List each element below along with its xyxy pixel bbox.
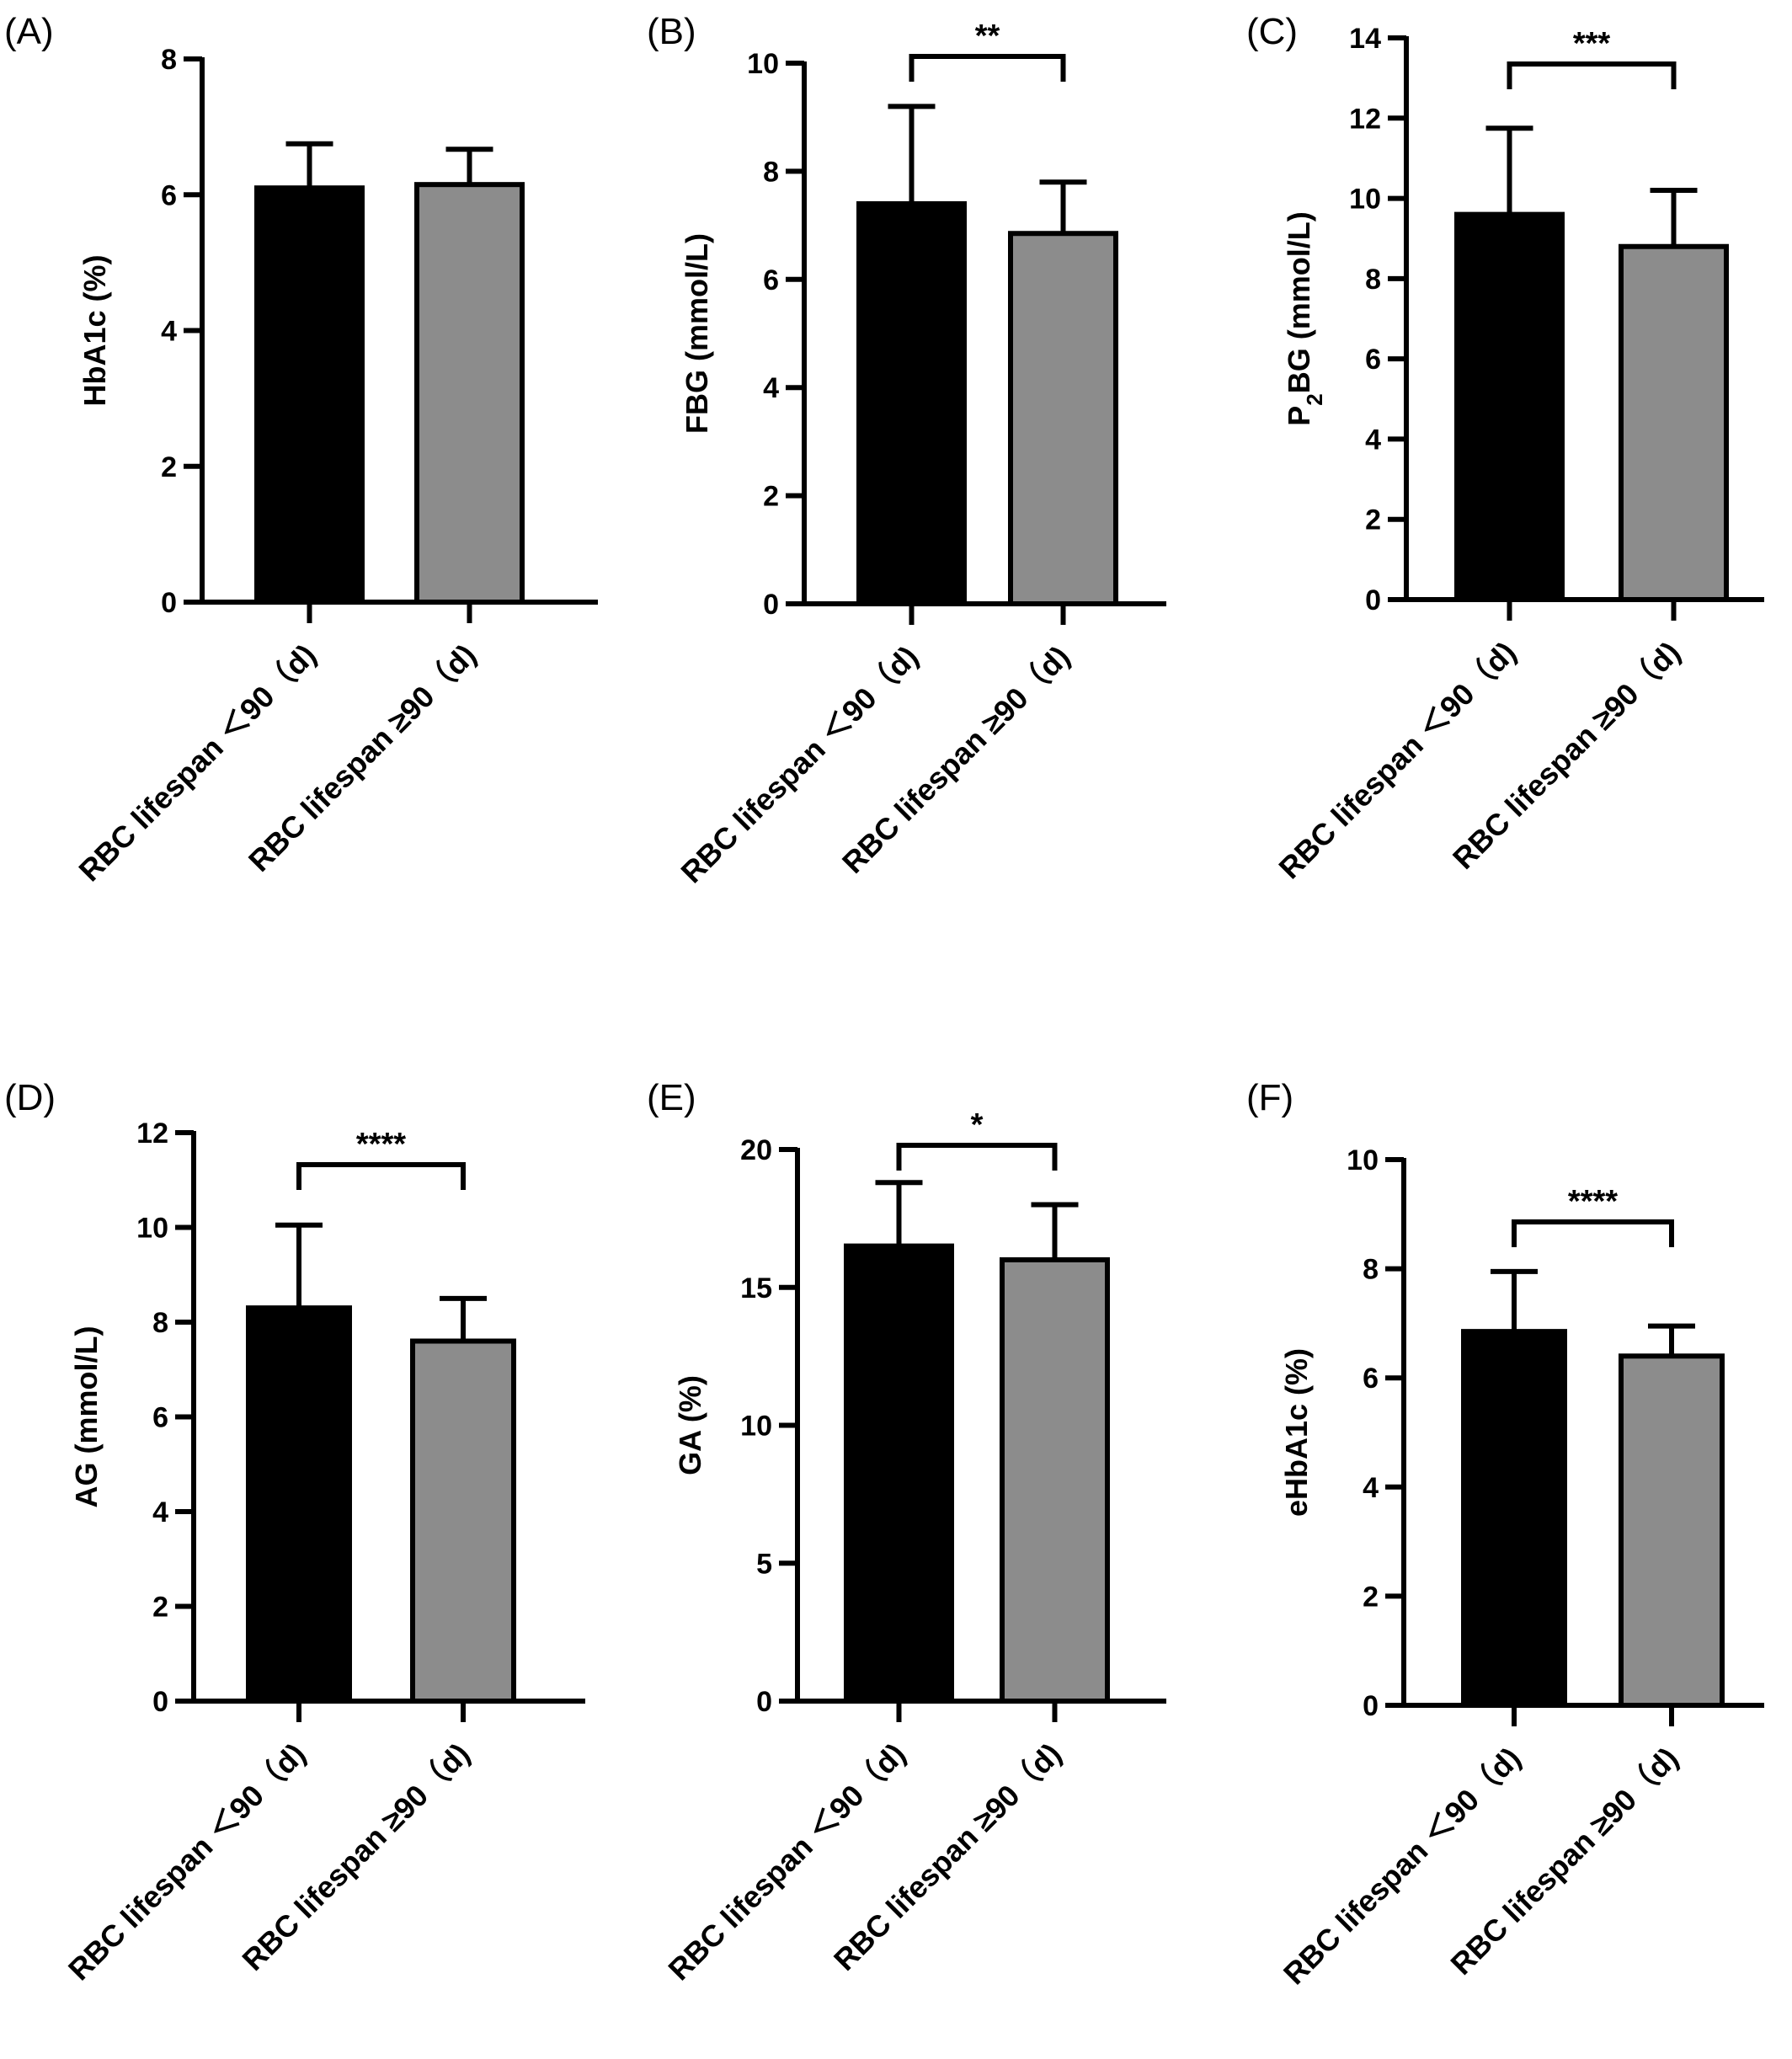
y-tick-label-c-4: 8	[1365, 264, 1381, 296]
significance-label-c: ***	[1573, 26, 1611, 61]
y-tick-label-a-2: 4	[161, 316, 177, 348]
panel-letter-d: (D)	[4, 1077, 56, 1118]
y-tick-label-b-5: 10	[747, 48, 779, 80]
y-tick-label-d-1: 2	[152, 1592, 168, 1624]
y-tick-label-e-2: 10	[740, 1411, 772, 1443]
y-tick-label-f-0: 0	[1363, 1690, 1379, 1722]
y-tick-label-d-5: 10	[136, 1213, 168, 1245]
y-tick-label-c-7: 14	[1349, 23, 1381, 55]
y-tick-label-e-4: 20	[740, 1134, 772, 1166]
significance-bracket-e	[896, 1143, 1058, 1171]
y-tick-label-f-2: 4	[1363, 1472, 1379, 1504]
panel-letter-a: (A)	[4, 11, 54, 52]
bar-c-1	[1619, 243, 1729, 602]
y-tick-label-e-0: 0	[756, 1686, 772, 1718]
y-tick-label-a-4: 8	[161, 44, 177, 76]
y-tick-label-c-1: 2	[1365, 504, 1381, 536]
y-tick-label-b-1: 2	[763, 481, 779, 513]
y-tick-label-b-4: 8	[763, 156, 779, 188]
significance-label-b: **	[975, 19, 1000, 54]
panel-letter-c: (C)	[1246, 11, 1298, 52]
y-tick-label-e-3: 15	[740, 1272, 772, 1304]
y-tick-label-d-0: 0	[152, 1686, 168, 1718]
significance-bracket-c	[1507, 61, 1677, 89]
significance-label-d: ****	[356, 1127, 406, 1162]
y-tick-label-f-3: 6	[1363, 1363, 1379, 1395]
y-tick-label-d-6: 12	[136, 1118, 168, 1150]
bar-b-0	[856, 200, 967, 606]
y-tick-label-d-4: 8	[152, 1307, 168, 1339]
bar-e-1	[1000, 1257, 1110, 1704]
bar-a-0	[254, 185, 365, 605]
y-tick-label-b-3: 6	[763, 264, 779, 296]
y-tick-label-a-0: 0	[161, 587, 177, 619]
y-tick-label-c-2: 4	[1365, 424, 1381, 456]
y-tick-label-b-2: 4	[763, 372, 779, 404]
bar-e-0	[844, 1243, 954, 1704]
y-tick-label-f-1: 2	[1363, 1581, 1379, 1613]
y-tick-label-c-5: 10	[1349, 184, 1381, 216]
y-tick-label-c-3: 6	[1365, 344, 1381, 376]
y-axis-label-b: FBG (mmol/L)	[680, 233, 714, 434]
significance-bracket-d	[296, 1162, 466, 1190]
y-axis-label-a: HbA1c (%)	[77, 254, 112, 406]
y-tick-label-a-3: 6	[161, 179, 177, 211]
y-axis-label-e: GA (%)	[673, 1375, 707, 1475]
y-tick-label-b-0: 0	[763, 589, 779, 621]
bar-b-1	[1008, 231, 1118, 606]
y-tick-label-d-2: 4	[152, 1496, 168, 1528]
bar-f-0	[1461, 1329, 1567, 1708]
y-tick-label-d-3: 6	[152, 1402, 168, 1434]
y-axis-label-d: AG (mmol/L)	[69, 1326, 104, 1508]
y-tick-label-c-6: 12	[1349, 103, 1381, 135]
bar-c-0	[1454, 211, 1565, 602]
bar-f-1	[1619, 1353, 1725, 1709]
y-tick-label-c-0: 0	[1365, 584, 1381, 616]
significance-bracket-b	[909, 54, 1066, 82]
panel-letter-b: (B)	[647, 11, 696, 52]
y-tick-label-f-5: 10	[1347, 1144, 1379, 1176]
significance-label-e: *	[971, 1107, 984, 1143]
y-axis-label-c: P2BG (mmol/L)	[1282, 211, 1327, 425]
panel-letter-f: (F)	[1246, 1077, 1293, 1118]
y-tick-label-e-1: 5	[756, 1548, 772, 1580]
y-axis-label-f: eHbA1c (%)	[1279, 1348, 1314, 1517]
significance-bracket-f	[1512, 1219, 1674, 1247]
significance-label-f: ****	[1568, 1184, 1618, 1219]
y-tick-label-f-4: 8	[1363, 1254, 1379, 1286]
panel-letter-e: (E)	[647, 1077, 696, 1118]
bar-d-0	[246, 1305, 352, 1704]
y-tick-label-a-1: 2	[161, 451, 177, 483]
bar-a-1	[414, 182, 525, 605]
bar-d-1	[410, 1338, 516, 1704]
